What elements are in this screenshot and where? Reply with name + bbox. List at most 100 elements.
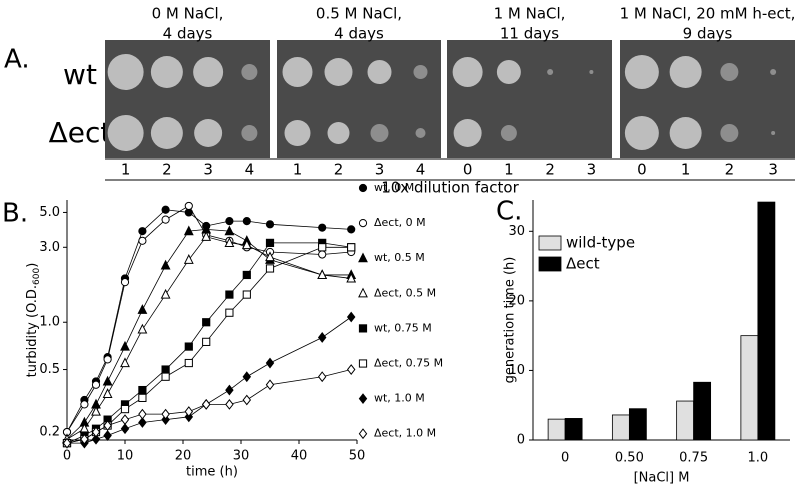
marker	[202, 337, 211, 346]
marker	[137, 323, 148, 334]
legend-label: Δect	[566, 255, 600, 273]
colony	[150, 117, 183, 149]
marker	[80, 433, 89, 445]
marker	[346, 311, 356, 323]
marker	[201, 398, 211, 410]
marker	[242, 217, 251, 226]
marker	[183, 225, 194, 236]
dilution-label: 3	[587, 161, 597, 179]
plate-title: 1 M NaCl, 20 mM h-ect,	[620, 5, 796, 23]
marker	[91, 405, 101, 416]
legend-marker	[358, 393, 368, 405]
dilution-label: 4	[416, 161, 426, 179]
dilution-label: 0	[637, 161, 647, 179]
marker	[265, 379, 275, 391]
colony	[193, 57, 224, 87]
marker	[161, 408, 170, 420]
marker	[225, 398, 234, 410]
colony	[367, 60, 392, 84]
y-tick-label: 0.5	[39, 362, 60, 377]
marker	[138, 236, 147, 245]
marker	[318, 223, 327, 232]
marker	[346, 364, 356, 375]
marker	[184, 342, 193, 351]
colony	[624, 116, 659, 150]
y-axis-label: turbidity (O.D.600)	[25, 263, 42, 378]
x-axis-label: [NaCl] M	[634, 471, 690, 486]
y-tick-label: 0	[517, 433, 525, 448]
dilution-label: 1	[504, 161, 514, 179]
x-tick-label: 0.50	[615, 451, 644, 466]
bar	[676, 400, 695, 441]
colony	[624, 55, 659, 89]
marker	[265, 264, 275, 273]
legend-entry: Δect, 0.75 M	[358, 357, 443, 370]
legend-label: wt, 0.5 M	[374, 251, 425, 264]
marker	[317, 332, 327, 343]
plate-title: 0.5 M NaCl,	[316, 5, 402, 23]
dilution-label: 0	[463, 161, 473, 179]
marker	[184, 406, 194, 417]
marker	[224, 237, 235, 247]
marker	[102, 375, 113, 386]
marker	[91, 433, 101, 445]
panel-label: A.	[4, 45, 30, 75]
legend-entry: Δect, 0.5 M	[358, 286, 436, 299]
y-tick-label: 5.0	[39, 205, 60, 220]
legend-marker	[358, 359, 368, 368]
legend-marker	[358, 324, 368, 333]
plate-title: 4 days	[163, 25, 213, 43]
colony	[589, 70, 594, 74]
dilution-label: 2	[334, 161, 344, 179]
colony	[241, 125, 258, 141]
colony	[415, 128, 426, 138]
marker	[103, 430, 112, 441]
legend-entry: wt, 1.0 M	[358, 392, 425, 405]
marker	[161, 205, 170, 214]
legend-marker	[358, 287, 368, 298]
x-tick-label: 10	[117, 449, 134, 464]
marker	[161, 372, 170, 381]
y-tick-label: 1.0	[39, 315, 60, 330]
colony	[284, 120, 311, 146]
bar	[757, 201, 776, 441]
marker	[224, 225, 235, 236]
colony	[547, 69, 554, 75]
marker	[184, 358, 193, 368]
panel-label: B.	[2, 199, 28, 229]
dilution-label: 1	[681, 161, 691, 179]
axis-label: 10x dilution factor	[381, 179, 519, 197]
legend-swatch	[538, 235, 562, 251]
legend-label: Δect, 0 M	[374, 216, 426, 229]
panel-label: C.	[496, 197, 522, 227]
series-line	[66, 236, 352, 440]
dilution-label: 3	[203, 161, 213, 179]
marker	[138, 393, 147, 402]
colony	[669, 56, 702, 88]
colony	[107, 115, 144, 151]
bar	[547, 418, 566, 441]
plate-title: 11 days	[500, 25, 559, 43]
plate-title: 1 M NaCl,	[494, 5, 566, 23]
colony	[324, 58, 353, 86]
legend-entry: wt, 0.75 M	[358, 321, 432, 334]
series-line	[66, 228, 352, 440]
bar	[611, 414, 630, 441]
colony	[413, 65, 428, 79]
bar	[693, 381, 712, 441]
bar	[740, 335, 759, 441]
legend-marker	[358, 219, 368, 228]
marker	[265, 220, 275, 229]
marker	[103, 420, 112, 431]
y-tick-label: 20	[508, 293, 525, 308]
marker	[225, 290, 234, 299]
y-axis-label-part: 600	[32, 267, 42, 284]
marker	[242, 270, 251, 280]
marker	[183, 254, 194, 264]
marker	[318, 250, 327, 259]
dilution-label: 2	[725, 161, 735, 179]
marker	[347, 243, 356, 252]
x-tick-label: 0	[63, 449, 71, 464]
colony	[327, 122, 350, 144]
row-label: Δect	[49, 116, 112, 149]
